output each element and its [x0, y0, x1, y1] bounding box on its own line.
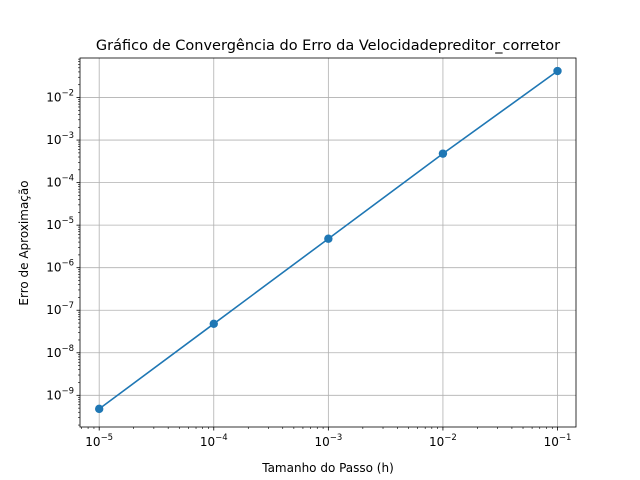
data-point [553, 66, 562, 76]
x-tick-label: 10−5 [85, 433, 113, 449]
major-ticks [76, 97, 558, 431]
chart-title: Gráfico de Convergência do Erro da Veloc… [96, 38, 560, 54]
y-tick-label: 10−8 [46, 344, 74, 360]
y-gridlines [80, 97, 576, 396]
y-tick-label: 10−6 [46, 259, 74, 275]
data-point [209, 319, 218, 328]
y-tick-label: 10−2 [46, 89, 74, 105]
y-tick-label: 10−9 [46, 386, 74, 402]
plot-frame [79, 57, 577, 428]
y-tick-label: 10−3 [46, 131, 74, 147]
y-tick-label: 10−5 [46, 216, 74, 232]
minor-ticks [78, 58, 553, 429]
y-tick-label: 10−7 [46, 301, 74, 317]
x-tick-labels: 10−5 10−4 10−3 10−2 10−1 [85, 433, 571, 449]
x-tick-label: 10−3 [314, 433, 342, 449]
data-point [324, 234, 333, 243]
data-point [438, 149, 448, 158]
data-point [94, 404, 104, 414]
y-tick-labels: 10−9 10−8 10−7 10−6 10−5 10−4 10−3 10−2 [46, 89, 74, 403]
x-tick-label: 10−2 [429, 433, 457, 449]
x-tick-label: 10−1 [544, 433, 572, 449]
y-axis-title: Erro de Aproximação [17, 180, 31, 305]
series-layer [94, 66, 562, 414]
x-tick-label: 10−4 [200, 433, 228, 449]
x-axis-title: Tamanho do Passo (h) [261, 461, 394, 475]
y-tick-label: 10−4 [46, 174, 74, 190]
